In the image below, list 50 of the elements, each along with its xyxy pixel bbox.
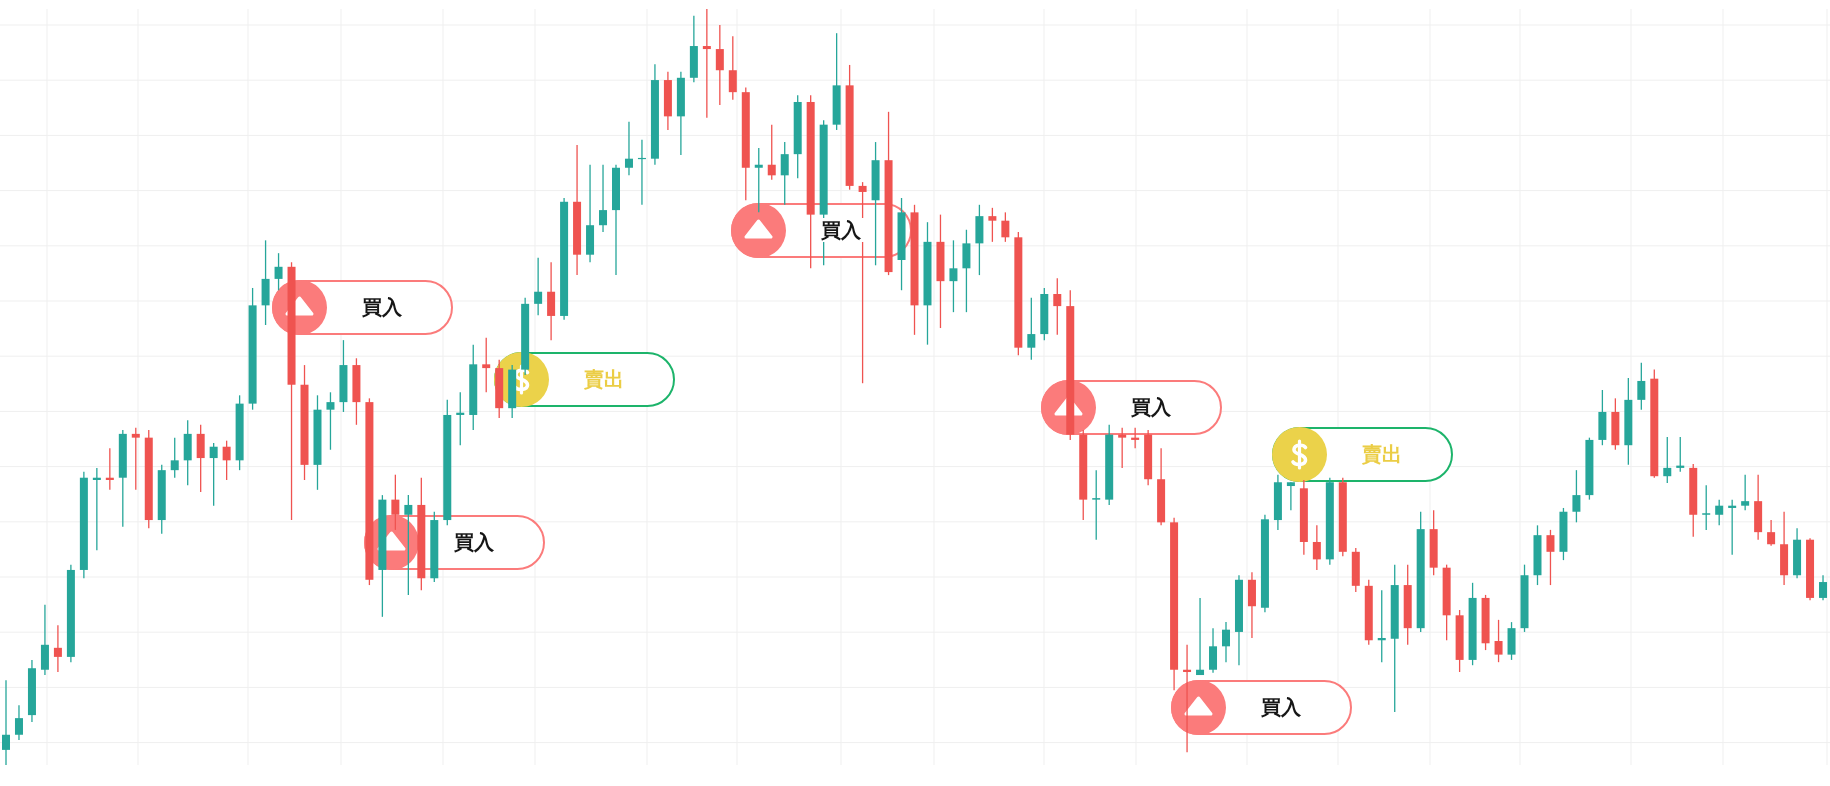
candlestick — [482, 337, 491, 393]
candlestick — [209, 442, 218, 507]
candlestick — [949, 239, 958, 313]
candlestick — [53, 624, 62, 673]
candlestick — [1092, 469, 1101, 541]
candlestick — [1819, 574, 1828, 601]
candlestick — [1053, 277, 1062, 336]
candlestick — [988, 207, 997, 243]
candlestick — [1196, 597, 1205, 676]
candlestick — [131, 427, 140, 491]
candlestick — [728, 35, 737, 101]
annotation: 買入 — [1128, 395, 1174, 419]
annotation: 賣出 — [581, 367, 627, 391]
candlestick — [1715, 498, 1724, 526]
candlestick — [391, 474, 400, 531]
candlestick — [274, 252, 283, 291]
candlestick — [1118, 427, 1127, 469]
candlestick — [767, 124, 776, 181]
candlestick — [1286, 481, 1295, 511]
candlestick — [534, 257, 543, 316]
annotation: 買入 — [818, 218, 864, 242]
candlestick — [1546, 529, 1555, 586]
candlestick — [2, 679, 10, 765]
candlestick — [715, 24, 724, 106]
candlestick — [599, 164, 608, 233]
candlestick — [624, 120, 633, 176]
candlestick — [1494, 619, 1503, 663]
candlestick — [1209, 627, 1218, 674]
candlestick — [1637, 362, 1646, 411]
annotation: 買入 — [1258, 695, 1304, 719]
candlestick — [14, 704, 23, 741]
annotation: 買入 — [359, 295, 405, 319]
candlestick — [1767, 519, 1776, 547]
candlestick — [780, 141, 789, 206]
candlestick — [1312, 524, 1321, 571]
candlestick — [1572, 469, 1581, 523]
annotation: 賣出 — [1359, 442, 1405, 466]
annotation: 買入 — [451, 530, 497, 554]
candlestick — [1027, 297, 1036, 361]
candlestick — [1663, 436, 1672, 484]
candlestick — [170, 437, 179, 479]
candlestick — [1702, 484, 1711, 531]
candlestick — [1741, 474, 1750, 511]
candlestick — [702, 9, 711, 119]
candlestick — [1222, 621, 1230, 663]
candlestick — [1001, 211, 1010, 243]
candlestick — [754, 147, 763, 214]
candlestick — [404, 494, 413, 596]
candlestick — [326, 391, 335, 451]
candlestick — [222, 440, 231, 481]
